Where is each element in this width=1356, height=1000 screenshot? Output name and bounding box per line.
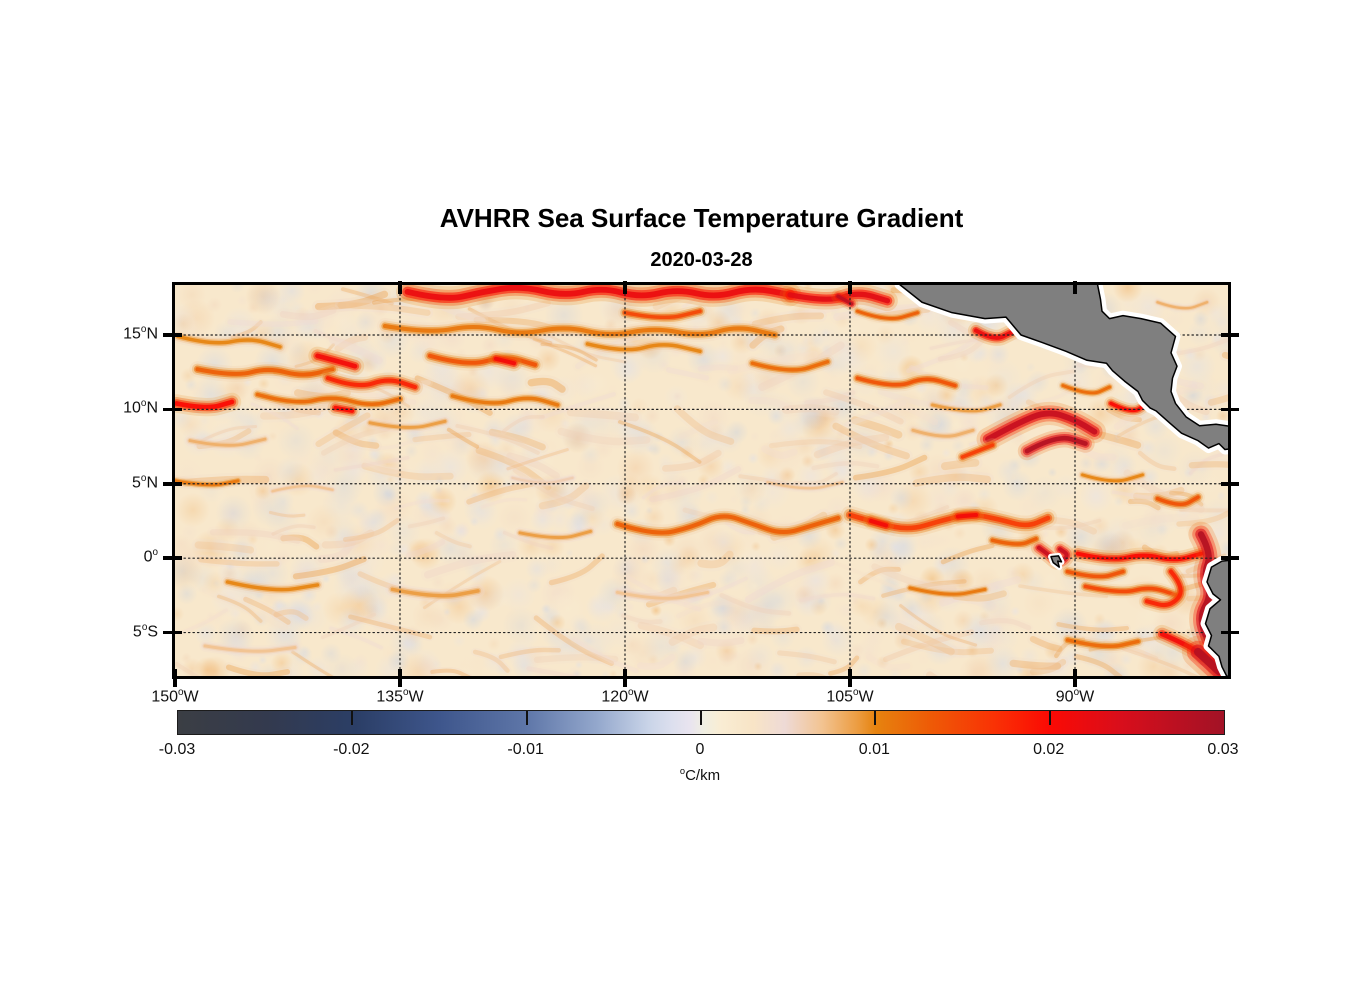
y-tick-mark <box>163 556 182 560</box>
colorbar-tick-label: -0.01 <box>507 741 544 758</box>
colorbar-unit-label: oC/km <box>679 766 721 784</box>
colorbar-tick-mark <box>525 711 528 725</box>
y-tick-mark <box>163 481 182 486</box>
x-tick-label: 150oW <box>151 687 199 706</box>
x-tick-label: 120oW <box>601 687 649 706</box>
y-tick-mark-right <box>1221 333 1239 337</box>
y-tick-mark-right <box>1221 407 1239 412</box>
colorbar-tick-label: -0.02 <box>333 741 370 758</box>
chart-title: AVHRR Sea Surface Temperature Gradient <box>439 203 964 233</box>
x-tick-mark <box>623 669 627 687</box>
map-plot-area: 15oN 10oN 5oN 0o 5oS 150oW 135oW 120oW 105oW 90oW <box>123 281 1239 705</box>
x-tick-mark-top <box>623 281 627 294</box>
colorbar-tick-label: 0 <box>695 741 705 758</box>
y-tick-label: 10oN <box>123 398 158 417</box>
x-tick-label: 90oW <box>1055 687 1095 706</box>
y-tick-label: 15oN <box>123 323 158 343</box>
colorbar-tick-label: 0.03 <box>1207 741 1239 758</box>
x-tick-mark <box>1073 669 1077 687</box>
y-tick-label: 5oS <box>132 621 158 640</box>
y-tick-label: 5oN <box>132 472 158 492</box>
colorbar-tick-label: 0.01 <box>858 741 890 758</box>
x-tick-label: 135oW <box>376 687 424 706</box>
y-tick-mark-right <box>1221 556 1239 560</box>
x-tick-label: 105oW <box>826 687 874 706</box>
x-tick-mark <box>173 669 177 687</box>
x-tick-mark-top <box>1073 281 1077 294</box>
x-tick-mark <box>398 669 402 687</box>
y-tick-mark <box>163 407 182 412</box>
colorbar <box>177 710 1225 735</box>
colorbar-tick-mark <box>700 711 702 725</box>
y-tick-mark-right <box>1221 630 1239 635</box>
colorbar-tick-label: -0.03 <box>158 741 196 758</box>
sst-gradient-map-canvas <box>175 285 1228 676</box>
y-tick-mark <box>163 630 182 635</box>
colorbar-tick-mark <box>874 711 877 725</box>
y-tick-label: 0o <box>143 547 158 566</box>
colorbar-tick-mark <box>1048 711 1051 725</box>
x-tick-mark-top <box>398 281 402 294</box>
y-tick-mark <box>163 333 182 337</box>
colorbar-labels: -0.03 -0.02 -0.01 0 0.01 0.02 0.03 oC/km <box>159 710 1239 790</box>
y-tick-mark-right <box>1221 481 1239 486</box>
colorbar-tick-mark <box>351 711 354 725</box>
chart-subtitle: 2020-03-28 <box>650 249 753 271</box>
x-tick-mark-top <box>848 281 852 294</box>
x-tick-mark <box>848 669 852 687</box>
colorbar-tick-label: 0.02 <box>1033 741 1065 758</box>
